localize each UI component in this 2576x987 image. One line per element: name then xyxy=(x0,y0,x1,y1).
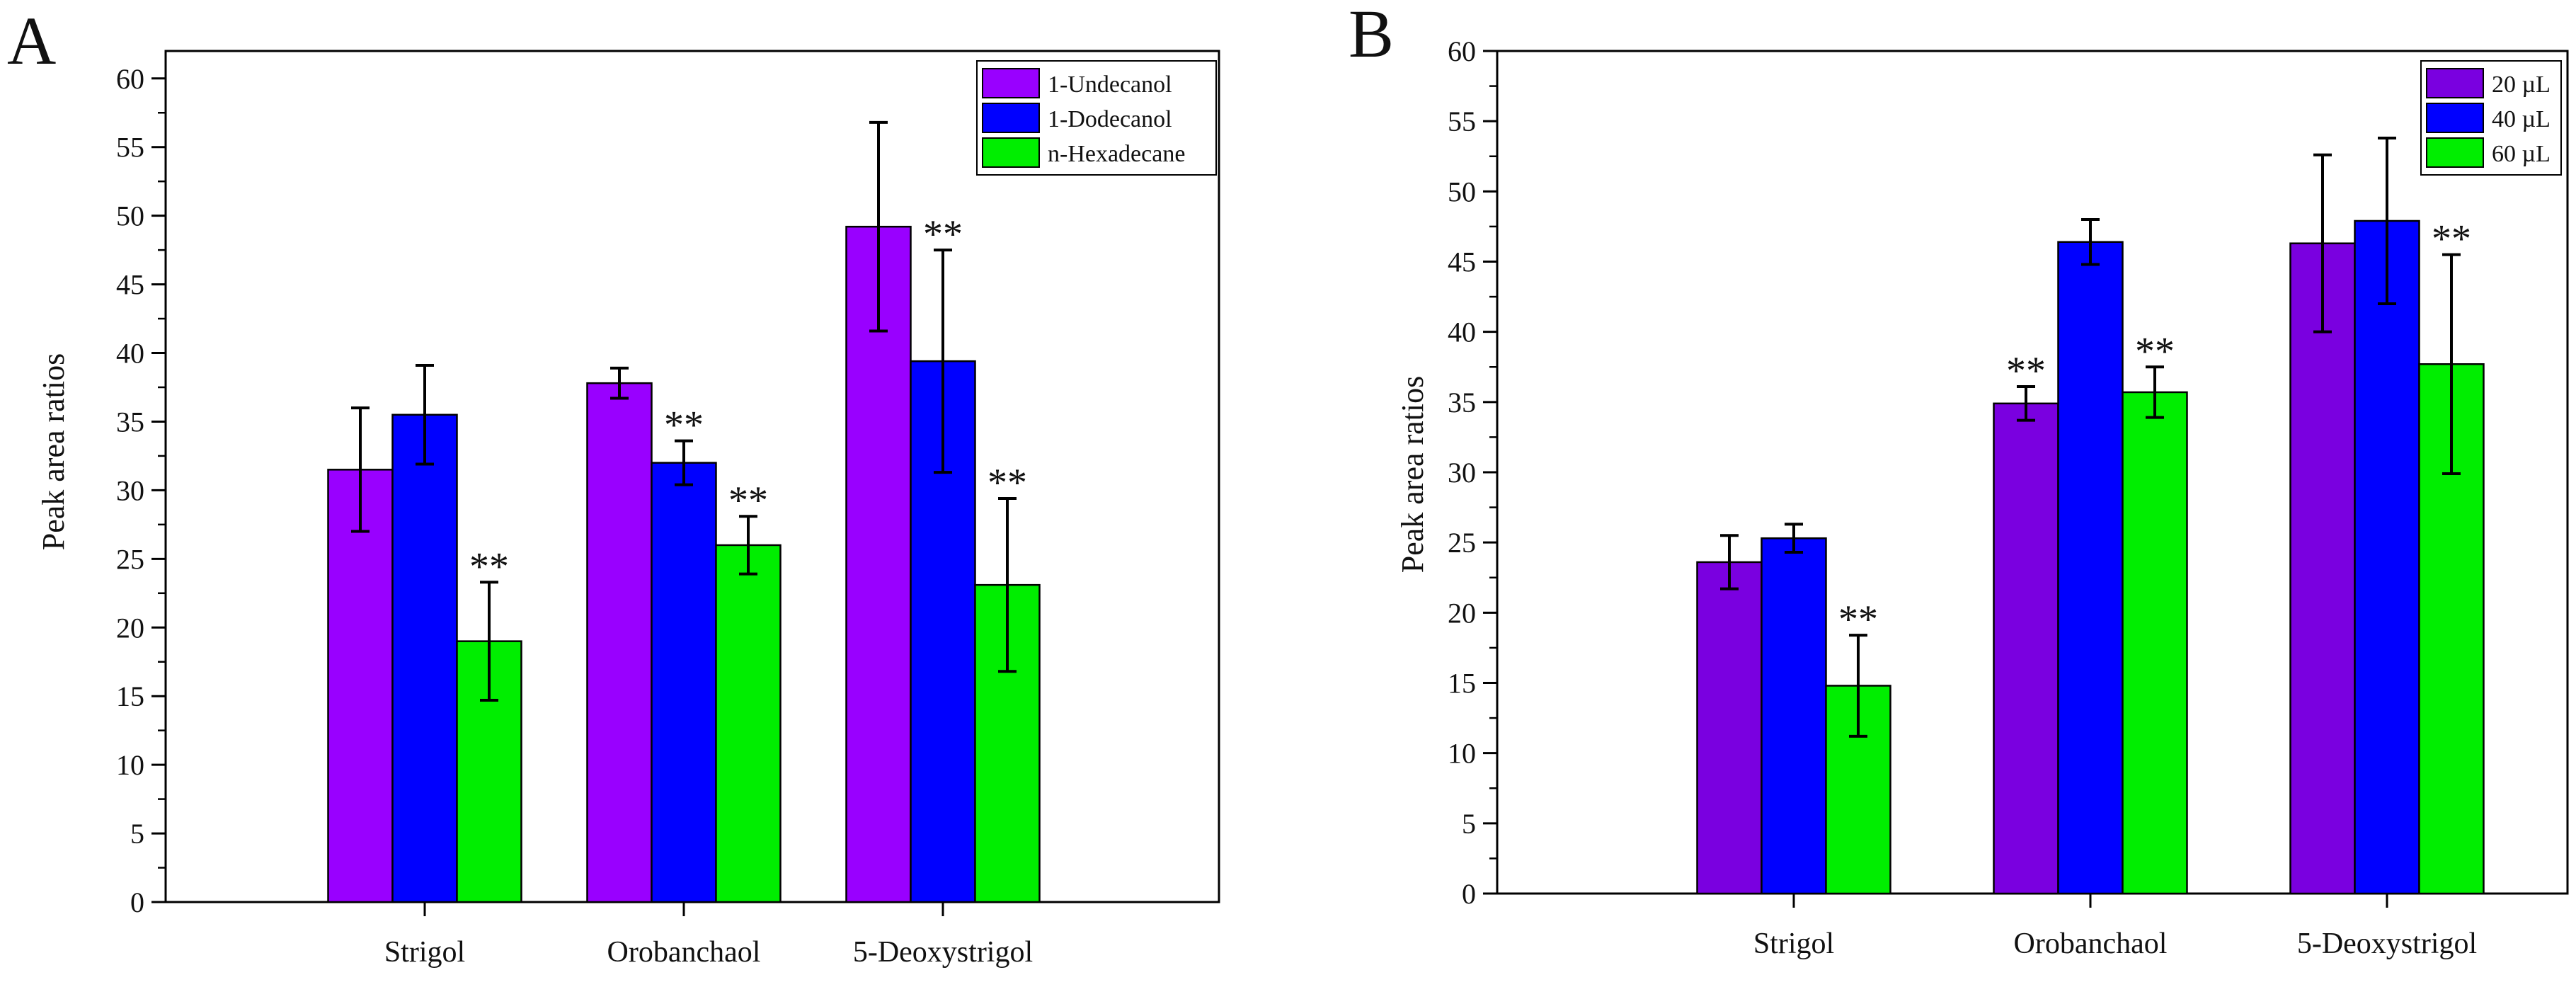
panel-a-y-tick-label: 0 xyxy=(130,886,144,918)
panel-a-bar xyxy=(586,382,653,903)
panel-a-legend-label: 1-Dodecanol xyxy=(1048,106,1172,132)
panel-a-y-tick-label: 60 xyxy=(116,63,144,95)
panel-a-y-tick-label: 45 xyxy=(116,269,144,301)
panel-a-legend-swatch xyxy=(982,137,1040,168)
panel-b-bar xyxy=(2122,391,2188,895)
panel-b-legend-label: 60 µL xyxy=(2492,141,2551,167)
panel-b-y-tick-label: 55 xyxy=(1448,105,1476,137)
panel-b-bar xyxy=(1761,537,1827,895)
panel-b-x-tick-label: 5-Deoxystrigol xyxy=(2297,928,2477,960)
panel-a-significance-mark: ** xyxy=(469,544,509,588)
panel-b-significance-mark: ** xyxy=(2135,329,2175,373)
panel-a-y-axis-label: Peak area ratios xyxy=(36,353,71,551)
panel-b-x-tick-label: Strigol xyxy=(1753,928,1834,960)
panel-a-significance-mark: ** xyxy=(988,461,1027,505)
panel-b-legend-swatch xyxy=(2426,68,2484,98)
panel-a-legend-swatch xyxy=(982,103,1040,133)
panel-a-y-tick-label: 25 xyxy=(116,543,144,575)
panel-a-bar xyxy=(391,413,458,903)
panel-a-y-tick-label: 35 xyxy=(116,406,144,438)
panel-b-plot-area: 0 5 10 15 20 25 30 35 40 45 50 55 60 Strigol Orobancha… xyxy=(1448,35,2569,960)
panel-a-x-tick-label: 5-Deoxystrigol xyxy=(853,936,1033,969)
panel-b-significance-mark: ** xyxy=(2006,349,2046,393)
panel-a-y-tick-label: 15 xyxy=(116,680,144,712)
panel-b-legend-swatch xyxy=(2426,103,2484,133)
panel-a-bar xyxy=(715,544,782,903)
panel-b-y-tick-label: 15 xyxy=(1448,668,1476,700)
panel-b-bar xyxy=(2057,241,2124,895)
panel-a-y-tick-label: 50 xyxy=(116,200,144,232)
panel-a-legend-swatch xyxy=(982,68,1040,98)
panel-b-bar xyxy=(2354,219,2420,895)
panel-a-legend-label: n-Hexadecane xyxy=(1048,141,1185,167)
panel-a-significance-mark: ** xyxy=(728,479,768,523)
panel-b-y-tick-label: 0 xyxy=(1462,878,1476,910)
panel-b-significance-mark: ** xyxy=(2432,217,2471,261)
panel-b-y-tick-label: 5 xyxy=(1462,808,1476,840)
panel-a-x-tick-label: Orobanchaol xyxy=(607,936,761,969)
panel-a-y-tick-label: 30 xyxy=(116,474,144,506)
panel-b-letter: B xyxy=(1349,0,1394,72)
panel-a-legend-label: 1-Undecanol xyxy=(1048,72,1172,98)
panel-b-y-tick-label: 30 xyxy=(1448,457,1476,489)
panel-a-significance-mark: ** xyxy=(664,404,704,447)
panel-b-legend-swatch xyxy=(2426,137,2484,168)
panel-b-y-axis-label: Peak area ratios xyxy=(1395,376,1430,574)
panel-b-y-tick-label: 10 xyxy=(1448,738,1476,770)
panel-b-y-tick-label: 50 xyxy=(1448,176,1476,207)
panel-b-legend-label: 40 µL xyxy=(2492,106,2551,132)
panel-a-bar xyxy=(651,462,717,903)
panel-b-y-tick-label: 60 xyxy=(1448,35,1476,67)
panel-a-y-tick-label: 5 xyxy=(130,818,144,850)
panel-a-significance-mark: ** xyxy=(923,212,963,256)
panel-a-y-tick-label: 40 xyxy=(116,338,144,370)
panel-b-y-tick-label: 45 xyxy=(1448,246,1476,278)
panel-b-legend-label: 20 µL xyxy=(2492,72,2551,98)
panel-b: B Peak area ratios 0 5 10 15 20 25 30 35 40 45 50 5… xyxy=(1349,0,2569,960)
panel-a-letter: A xyxy=(7,3,56,79)
panel-b-bar xyxy=(2289,242,2356,895)
panel-a: A Peak area ratios 0 5 10 15 20 25 30 35 40 45 50 5… xyxy=(7,3,1220,969)
panel-a-bar xyxy=(327,469,394,903)
panel-b-x-tick-label: Orobanchaol xyxy=(2014,928,2168,960)
panel-b-y-tick-label: 20 xyxy=(1448,597,1476,629)
panel-b-y-tick-label: 25 xyxy=(1448,527,1476,559)
panel-b-y-tick-label: 40 xyxy=(1448,316,1476,348)
panel-a-y-tick-label: 10 xyxy=(116,749,144,781)
panel-b-bar xyxy=(1696,561,1763,895)
panel-a-y-tick-label: 20 xyxy=(116,612,144,644)
panel-b-y-tick-label: 35 xyxy=(1448,387,1476,418)
panel-b-bar xyxy=(1993,402,2059,895)
panel-a-x-tick-label: Strigol xyxy=(384,936,465,969)
panel-a-y-tick-label: 55 xyxy=(116,132,144,164)
panel-b-significance-mark: ** xyxy=(1838,598,1878,641)
panel-a-plot-area: 0 5 10 15 20 25 30 35 40 45 50 55 60 Strigol Orobancha… xyxy=(116,50,1220,969)
